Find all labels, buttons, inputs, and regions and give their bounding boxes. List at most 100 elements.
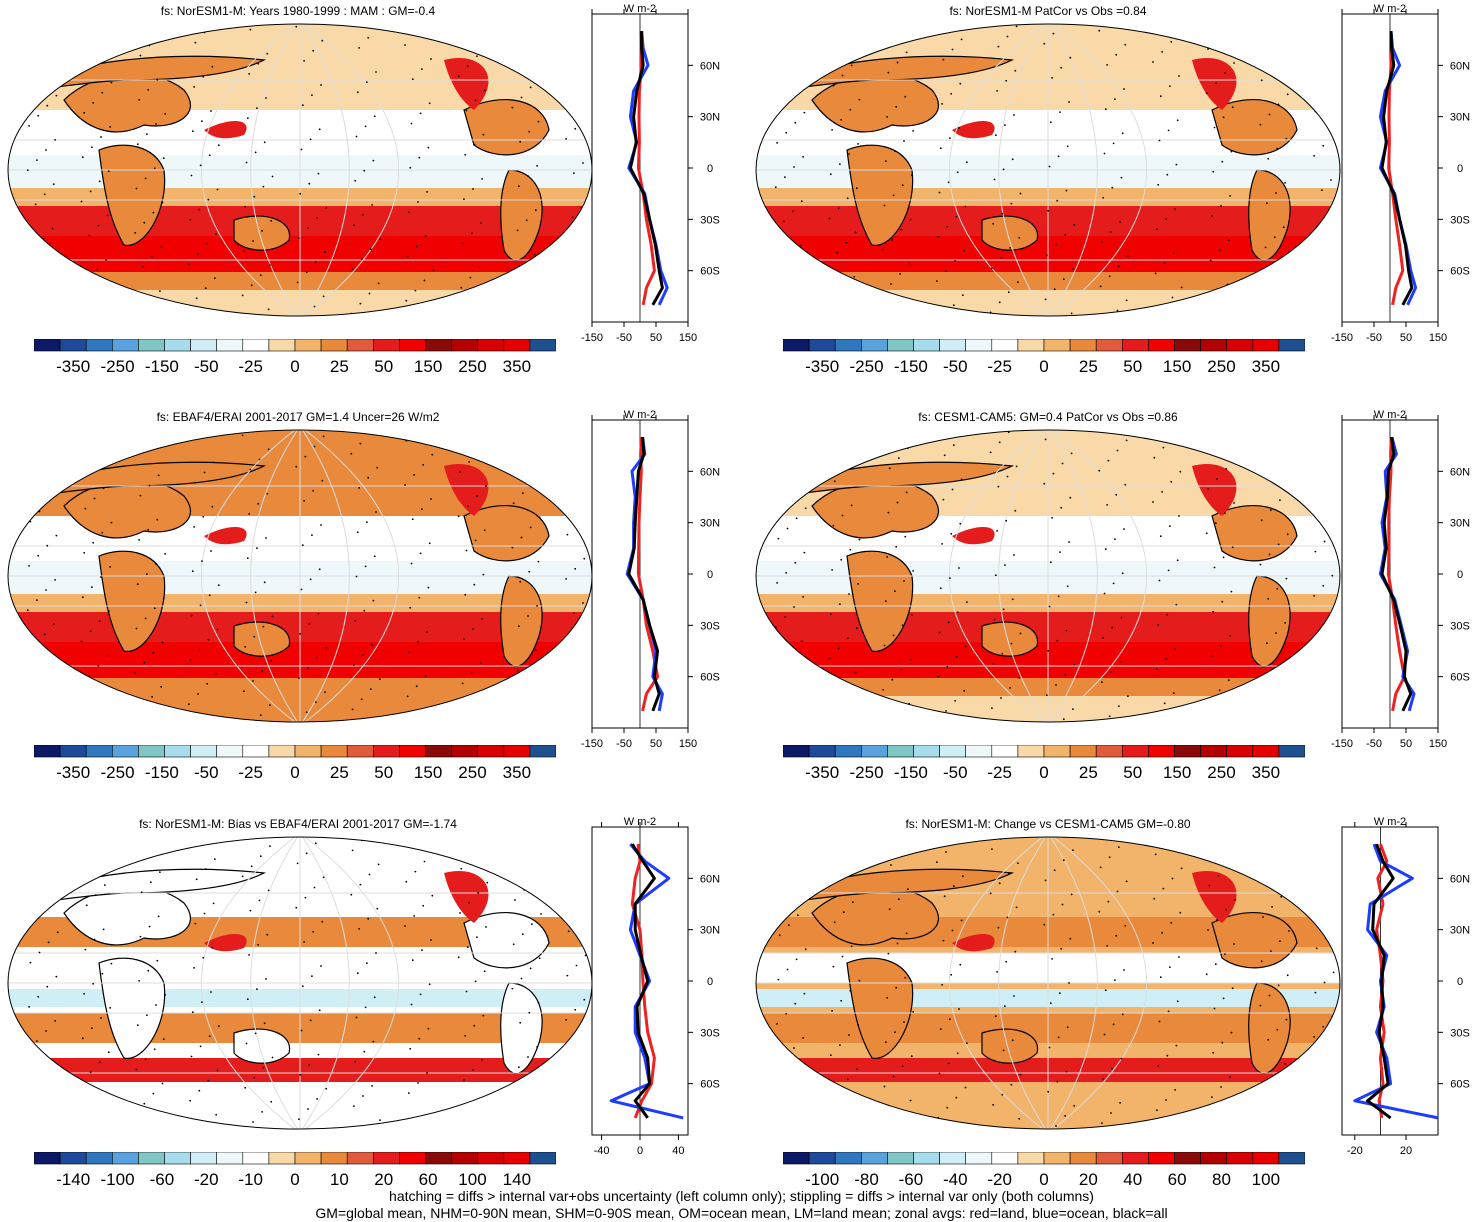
stipple-dot	[100, 1017, 102, 1019]
stipple-dot	[989, 892, 992, 895]
colorbar-swatch	[164, 1152, 191, 1165]
robinson-map	[7, 836, 593, 1130]
colorbar-tick-label: 100	[1251, 1170, 1281, 1189]
stipple-dot	[1222, 116, 1225, 119]
stipple-dot	[1069, 56, 1072, 59]
stipple-dot	[243, 250, 245, 253]
colorbar-tick-label: -250	[849, 357, 884, 376]
stipple-dot	[1282, 1107, 1285, 1110]
stipple-dot	[795, 958, 798, 961]
stipple-dot	[377, 282, 380, 285]
stipple-dot	[959, 82, 962, 85]
map-outline	[755, 23, 1341, 317]
colorbar-swatch	[991, 745, 1019, 758]
stipple-dot	[1059, 111, 1061, 113]
stipple-dot	[245, 1042, 248, 1045]
stipple-dot	[109, 1007, 111, 1009]
stipple-dot	[424, 235, 427, 238]
stipple-dot	[1277, 103, 1280, 106]
stipple-dot	[411, 78, 414, 81]
stipple-dot	[831, 129, 833, 131]
stipple-dot	[140, 891, 143, 894]
stipple-dot	[1051, 517, 1053, 519]
continent-outline	[1211, 912, 1298, 969]
stipple-dot	[1099, 285, 1102, 288]
stipple-dot	[428, 983, 431, 986]
stipple-dot	[1066, 585, 1069, 588]
x-tick-label: 40	[672, 1145, 684, 1157]
colorbar-swatch	[1174, 339, 1201, 352]
stipple-dot	[316, 217, 318, 219]
stipple-dot	[96, 850, 98, 852]
stipple-dot	[945, 710, 947, 712]
stipple-dot	[164, 113, 167, 115]
stipple-dot	[140, 310, 143, 313]
stipple-dot	[360, 698, 363, 701]
colorbar-swatch	[164, 339, 191, 352]
stipple-dot	[1108, 856, 1111, 859]
continent-outline	[233, 215, 291, 251]
lat-tick-label: 60N	[700, 873, 720, 885]
stipple-dot	[80, 1081, 83, 1084]
stipple-dot	[46, 985, 49, 988]
stipple-dot	[1057, 595, 1060, 598]
stipple-dot	[567, 489, 570, 492]
stipple-dot	[1269, 950, 1272, 953]
stipple-dot	[364, 125, 367, 128]
stipple-dot	[355, 1016, 358, 1019]
stipple-dot	[93, 497, 96, 500]
stipple-dot	[1112, 142, 1115, 145]
colorbar-swatch	[1200, 339, 1228, 352]
stipple-dot	[1271, 25, 1273, 27]
colorbar-swatch	[808, 745, 836, 758]
stipple-dot	[857, 583, 859, 585]
colorbar-swatch	[112, 745, 139, 758]
stipple-dot	[39, 26, 42, 29]
stipple-dot	[87, 719, 89, 721]
stipple-dot	[782, 660, 785, 663]
stipple-dot	[469, 276, 472, 279]
stipple-dot	[157, 34, 160, 37]
stipple-dot	[1006, 475, 1009, 478]
stipple-dot	[1001, 212, 1004, 215]
colorbar: -350 -250 -150 -50 -25 0 25 50 150 250 350	[783, 745, 1305, 793]
stipple-dot	[1107, 900, 1110, 903]
stipple-dot	[1152, 942, 1154, 944]
stipple-dot	[1066, 145, 1069, 148]
stipple-dot	[371, 1085, 373, 1087]
stipple-dot	[1115, 493, 1118, 496]
colorbar-swatch	[913, 339, 940, 352]
stipple-dot	[136, 143, 139, 146]
stipple-dot	[774, 186, 777, 189]
colorbar-tick-label: 20	[374, 1170, 394, 1189]
stipple-dot	[1064, 234, 1066, 236]
stipple-dot	[301, 985, 304, 988]
stipple-dot	[958, 127, 960, 129]
stipple-dot	[1072, 849, 1074, 851]
stipple-dot	[269, 845, 271, 847]
stipple-dot	[28, 1006, 30, 1008]
stipple-dot	[1272, 280, 1275, 283]
stipple-dot	[359, 442, 362, 445]
stipple-dot	[199, 1045, 202, 1048]
lat-tick-label: 0	[707, 569, 713, 581]
stipple-dot	[4, 459, 5, 461]
stipple-dot	[476, 55, 478, 57]
stipple-dot	[1263, 871, 1266, 874]
stipple-dot	[883, 1085, 886, 1088]
stipple-dot	[1268, 553, 1271, 556]
stipple-dot	[1055, 244, 1057, 246]
stipple-dot	[954, 260, 956, 262]
colorbar-tick-label: 250	[458, 763, 487, 782]
stipple-dot	[1220, 1086, 1222, 1088]
stipple-dot	[798, 869, 801, 872]
stipple-dot	[790, 254, 793, 257]
stipple-dot	[375, 952, 377, 954]
stipple-dot	[1317, 22, 1319, 24]
stipple-dot	[1167, 129, 1170, 132]
stipple-dot	[571, 1097, 574, 1100]
stipple-dot	[991, 707, 993, 709]
stipple-dot	[1101, 241, 1103, 244]
stipple-dot	[846, 197, 849, 200]
graticule-line	[201, 24, 301, 316]
